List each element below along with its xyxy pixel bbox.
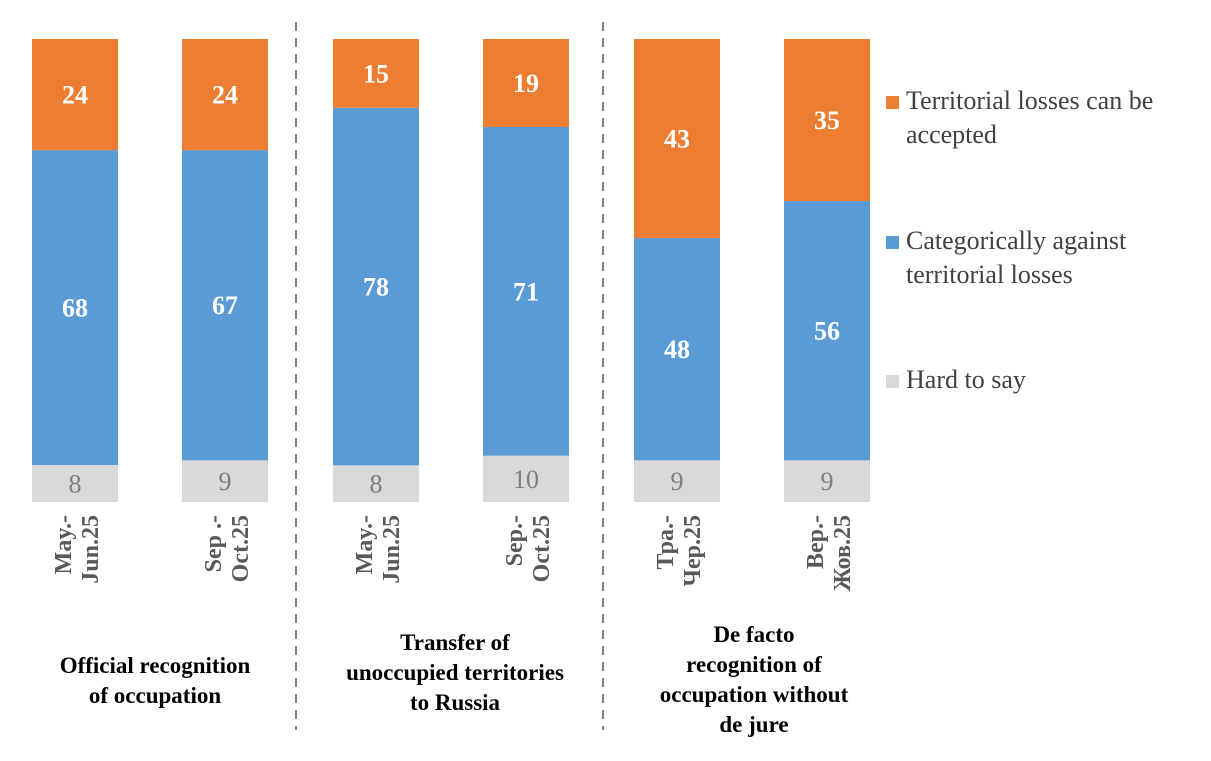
data-label-against: 48	[664, 335, 690, 364]
group-label: Official recognition of occupation	[60, 653, 251, 708]
data-label-accept: 19	[513, 69, 539, 98]
x-tick-label: Вер.-Жов.25	[803, 515, 856, 591]
data-label-against: 68	[62, 294, 88, 323]
data-label-accept: 15	[363, 59, 389, 88]
bar-segment-against	[32, 150, 118, 465]
legend-item-accept: Territorial losses can be accepted	[906, 86, 1153, 149]
x-tick-label: Тра.-Чер.25	[653, 515, 706, 587]
data-label-accept: 35	[814, 106, 840, 135]
legend-swatch-accept	[886, 96, 899, 109]
bar-segment-hard-to-say	[32, 464, 118, 502]
bar-segment-against	[182, 150, 268, 461]
bar-segment-against	[634, 238, 720, 461]
data-label-hard-to-say: 8	[69, 469, 82, 498]
legend-item-hard-to-say: Hard to say	[906, 365, 1026, 394]
legend-swatch-against	[886, 236, 899, 249]
legend-item-against: Categorically against territorial losses	[906, 226, 1127, 289]
data-label-against: 67	[212, 291, 238, 320]
data-label-hard-to-say: 9	[671, 467, 684, 496]
bar-segment-against	[784, 201, 870, 461]
data-label-against: 71	[513, 277, 539, 306]
bar-segment-accept	[483, 39, 569, 127]
data-label-against: 56	[814, 317, 840, 346]
bar-segment-hard-to-say	[483, 455, 569, 502]
data-label-hard-to-say: 9	[821, 467, 834, 496]
bar-segment-hard-to-say	[182, 460, 268, 502]
bar-segment-accept	[32, 39, 118, 151]
x-tick-label: Sep .-Oct.25	[201, 515, 254, 582]
data-label-accept: 43	[664, 125, 690, 154]
bar-segment-hard-to-say	[634, 460, 720, 502]
bar-segment-against	[483, 126, 569, 456]
data-label-hard-to-say: 9	[219, 467, 232, 496]
data-label-against: 78	[363, 273, 389, 302]
group-label: Transfer of unoccupied territories to Russ…	[346, 630, 564, 715]
bar-segment-hard-to-say	[333, 465, 419, 502]
data-label-accept: 24	[212, 81, 238, 110]
group-label: De facto recognition of occupation without…	[660, 622, 849, 737]
x-tick-label: Sep.-Oct.25	[502, 515, 555, 582]
bar-segment-hard-to-say	[784, 460, 870, 502]
bar-segment-accept	[333, 39, 419, 108]
x-tick-label: May.-Jun.25	[352, 515, 405, 584]
data-label-hard-to-say: 8	[370, 470, 383, 499]
legend-swatch-hard-to-say	[886, 375, 899, 388]
bar-segment-accept	[784, 39, 870, 202]
bar-segment-accept	[634, 39, 720, 239]
x-tick-label: May.-Jun.25	[51, 515, 104, 584]
bar-segment-accept	[182, 39, 268, 151]
bar-segment-against	[333, 107, 419, 466]
data-label-accept: 24	[62, 81, 88, 110]
data-label-hard-to-say: 10	[513, 465, 539, 494]
